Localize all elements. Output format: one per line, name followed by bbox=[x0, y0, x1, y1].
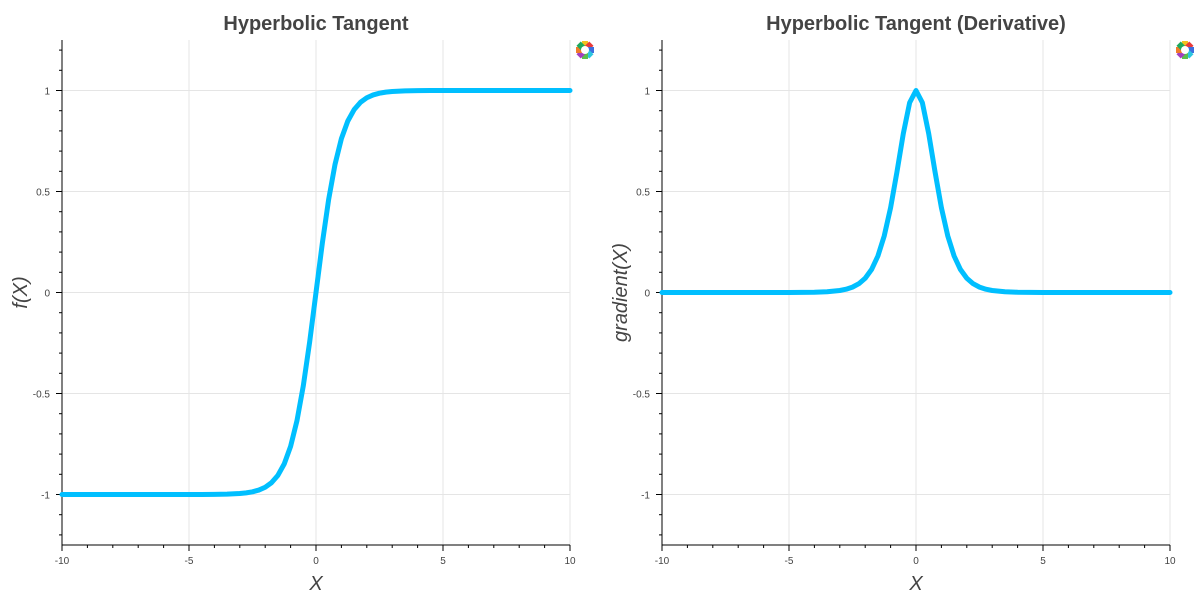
bokeh-logo-icon bbox=[1176, 41, 1194, 59]
y-tick-label-1: 1 bbox=[44, 87, 50, 98]
y-tick-label-0m5: 0.5 bbox=[36, 188, 50, 199]
chart-title: Hyperbolic Tangent (Derivative) bbox=[766, 13, 1066, 35]
chart-tanh: Hyperbolic Tangent -10 -5 0 5 10 -1 -0.5 0 0.5 1 Xf… bbox=[10, 13, 594, 595]
y-tick-label-0: 0 bbox=[44, 289, 50, 300]
x-tick-label-0: 0 bbox=[313, 556, 319, 567]
x-tick-label-5: -5 bbox=[185, 556, 194, 567]
series-line bbox=[59, 88, 573, 497]
y-axis-label: f(X) bbox=[10, 276, 32, 308]
y-tick-label-0m5: -0.5 bbox=[33, 390, 51, 401]
y-tick-label-0: 0 bbox=[644, 289, 650, 300]
x-tick-label-10: -10 bbox=[655, 556, 670, 567]
y-axis-label: gradient(X) bbox=[610, 243, 632, 342]
x-axis-label: X bbox=[908, 573, 923, 595]
chart-tanh-derivative: Hyperbolic Tangent (Derivative)-10 -5 0 5 10… bbox=[610, 13, 1194, 595]
x-axis-label: X bbox=[308, 573, 323, 595]
x-tick-label-0: 0 bbox=[913, 556, 919, 567]
x-tick-label-5: 5 bbox=[440, 556, 446, 567]
y-tick-label-0m5: -0.5 bbox=[633, 390, 651, 401]
y-tick-label-1: -1 bbox=[41, 491, 50, 502]
x-tick-label-10: 10 bbox=[564, 556, 576, 567]
chart-title: Hyperbolic Tangent bbox=[223, 13, 409, 35]
chart-panel-right: Hyperbolic Tangent (Derivative) -10 -5 0 5 10… bbox=[600, 0, 1200, 600]
x-tick-label-10: 10 bbox=[1164, 556, 1176, 567]
y-tick-label-0m5: 0.5 bbox=[636, 188, 650, 199]
series-line bbox=[659, 88, 1173, 295]
x-tick-label-5: 5 bbox=[1040, 556, 1046, 567]
x-tick-label-5: -5 bbox=[785, 556, 794, 567]
bokeh-logo-icon bbox=[576, 41, 594, 59]
y-tick-label-1: 1 bbox=[644, 87, 650, 98]
y-tick-label-1: -1 bbox=[641, 491, 650, 502]
x-tick-label-10: -10 bbox=[55, 556, 70, 567]
